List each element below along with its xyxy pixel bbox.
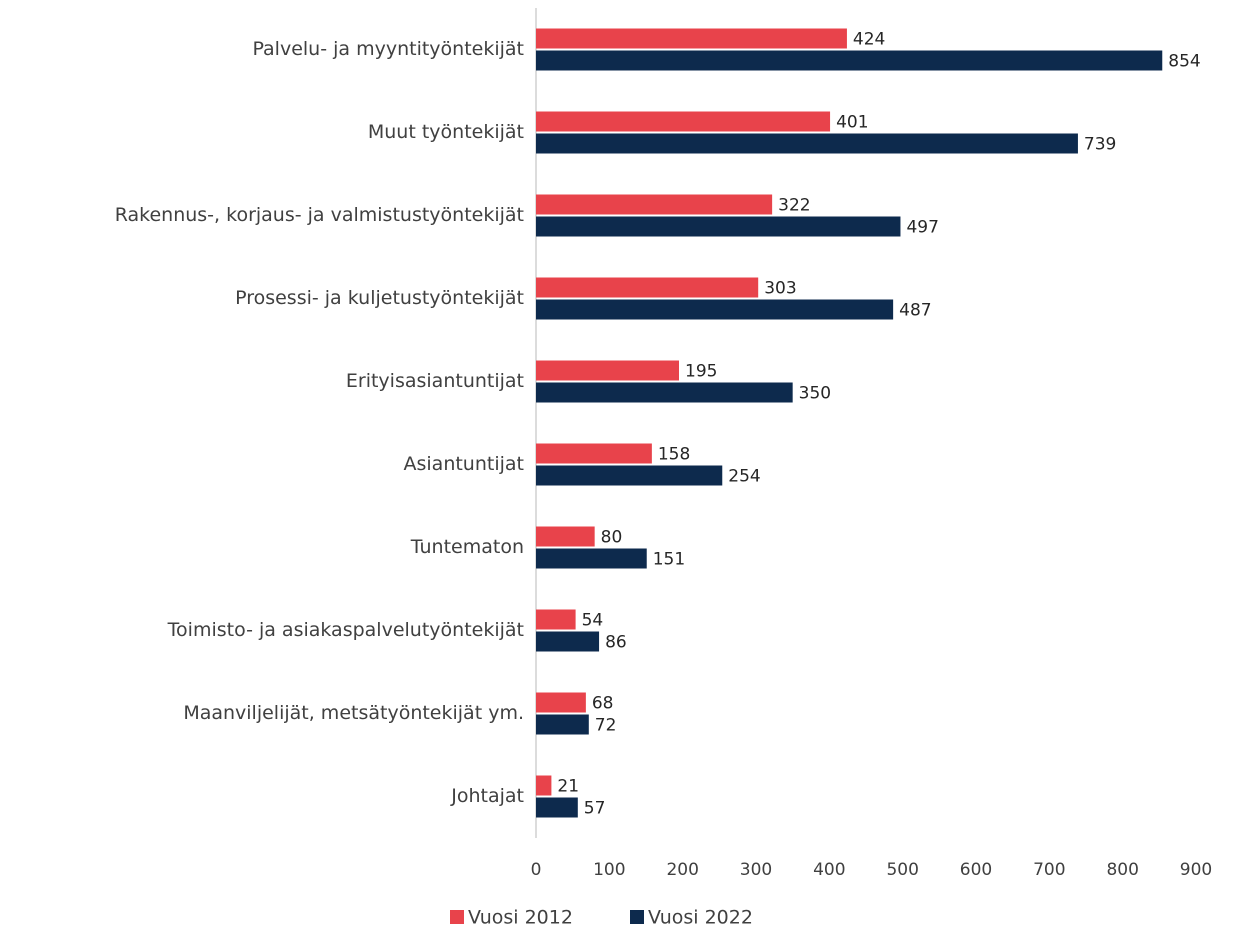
bar [536, 360, 679, 381]
data-label: 854 [1168, 52, 1200, 72]
data-label: 151 [653, 550, 685, 570]
x-tick-label: 0 [531, 860, 542, 880]
bar [536, 797, 578, 818]
data-label: 158 [658, 445, 690, 465]
y-tick-label: Erityisasiantuntijat [346, 370, 524, 392]
data-label: 57 [584, 799, 606, 819]
data-label: 195 [685, 362, 717, 382]
y-tick-label: Palvelu- ja myyntityöntekijät [252, 38, 524, 60]
x-tick-label: 700 [1033, 860, 1065, 880]
data-label: 68 [592, 694, 614, 714]
bar [536, 194, 773, 215]
bar [536, 50, 1163, 71]
y-tick-label: Tuntematon [410, 536, 524, 558]
data-label: 21 [557, 777, 579, 797]
bar [536, 28, 847, 49]
y-tick-label: Muut työntekijät [368, 121, 524, 143]
bar [536, 526, 595, 547]
x-tick-label: 800 [1106, 860, 1138, 880]
bar [536, 299, 894, 320]
bar [536, 631, 600, 652]
bar [536, 216, 901, 237]
legend-swatch [450, 910, 464, 924]
bar [536, 111, 831, 132]
data-label: 350 [799, 384, 831, 404]
data-label: 80 [601, 528, 623, 548]
data-label: 303 [764, 279, 796, 299]
bar [536, 775, 552, 796]
x-tick-label: 400 [813, 860, 845, 880]
bar [536, 714, 589, 735]
y-tick-label: Asiantuntijat [404, 453, 525, 475]
bar [536, 382, 793, 403]
legend-label: Vuosi 2012 [468, 907, 573, 929]
x-tick-label: 600 [960, 860, 992, 880]
x-tick-label: 100 [593, 860, 625, 880]
bar [536, 133, 1078, 154]
x-tick-label: 900 [1180, 860, 1212, 880]
data-label: 739 [1084, 135, 1116, 155]
bar [536, 692, 586, 713]
data-label: 54 [582, 611, 604, 631]
y-tick-label: Rakennus-, korjaus- ja valmistustyönteki… [115, 204, 524, 226]
x-tick-label: 200 [666, 860, 698, 880]
bar [536, 443, 652, 464]
x-tick-label: 300 [740, 860, 772, 880]
bar [536, 465, 723, 486]
data-label: 322 [778, 196, 810, 216]
legend-swatch [630, 910, 644, 924]
data-label: 424 [853, 30, 885, 50]
data-label: 497 [906, 218, 938, 238]
data-label: 72 [595, 716, 617, 736]
legend-label: Vuosi 2022 [648, 907, 753, 929]
y-tick-label: Johtajat [450, 785, 524, 807]
bar [536, 277, 759, 298]
y-tick-label: Maanviljelijät, metsätyöntekijät ym. [183, 702, 524, 724]
x-tick-label: 500 [886, 860, 918, 880]
data-label: 86 [605, 633, 627, 653]
data-label: 401 [836, 113, 868, 133]
y-tick-label: Prosessi- ja kuljetustyöntekijät [235, 287, 524, 309]
data-label: 487 [899, 301, 931, 321]
y-tick-label: Toimisto- ja asiakaspalvelutyöntekijät [167, 619, 524, 641]
bar [536, 609, 576, 630]
bar [536, 548, 647, 569]
data-label: 254 [728, 467, 760, 487]
